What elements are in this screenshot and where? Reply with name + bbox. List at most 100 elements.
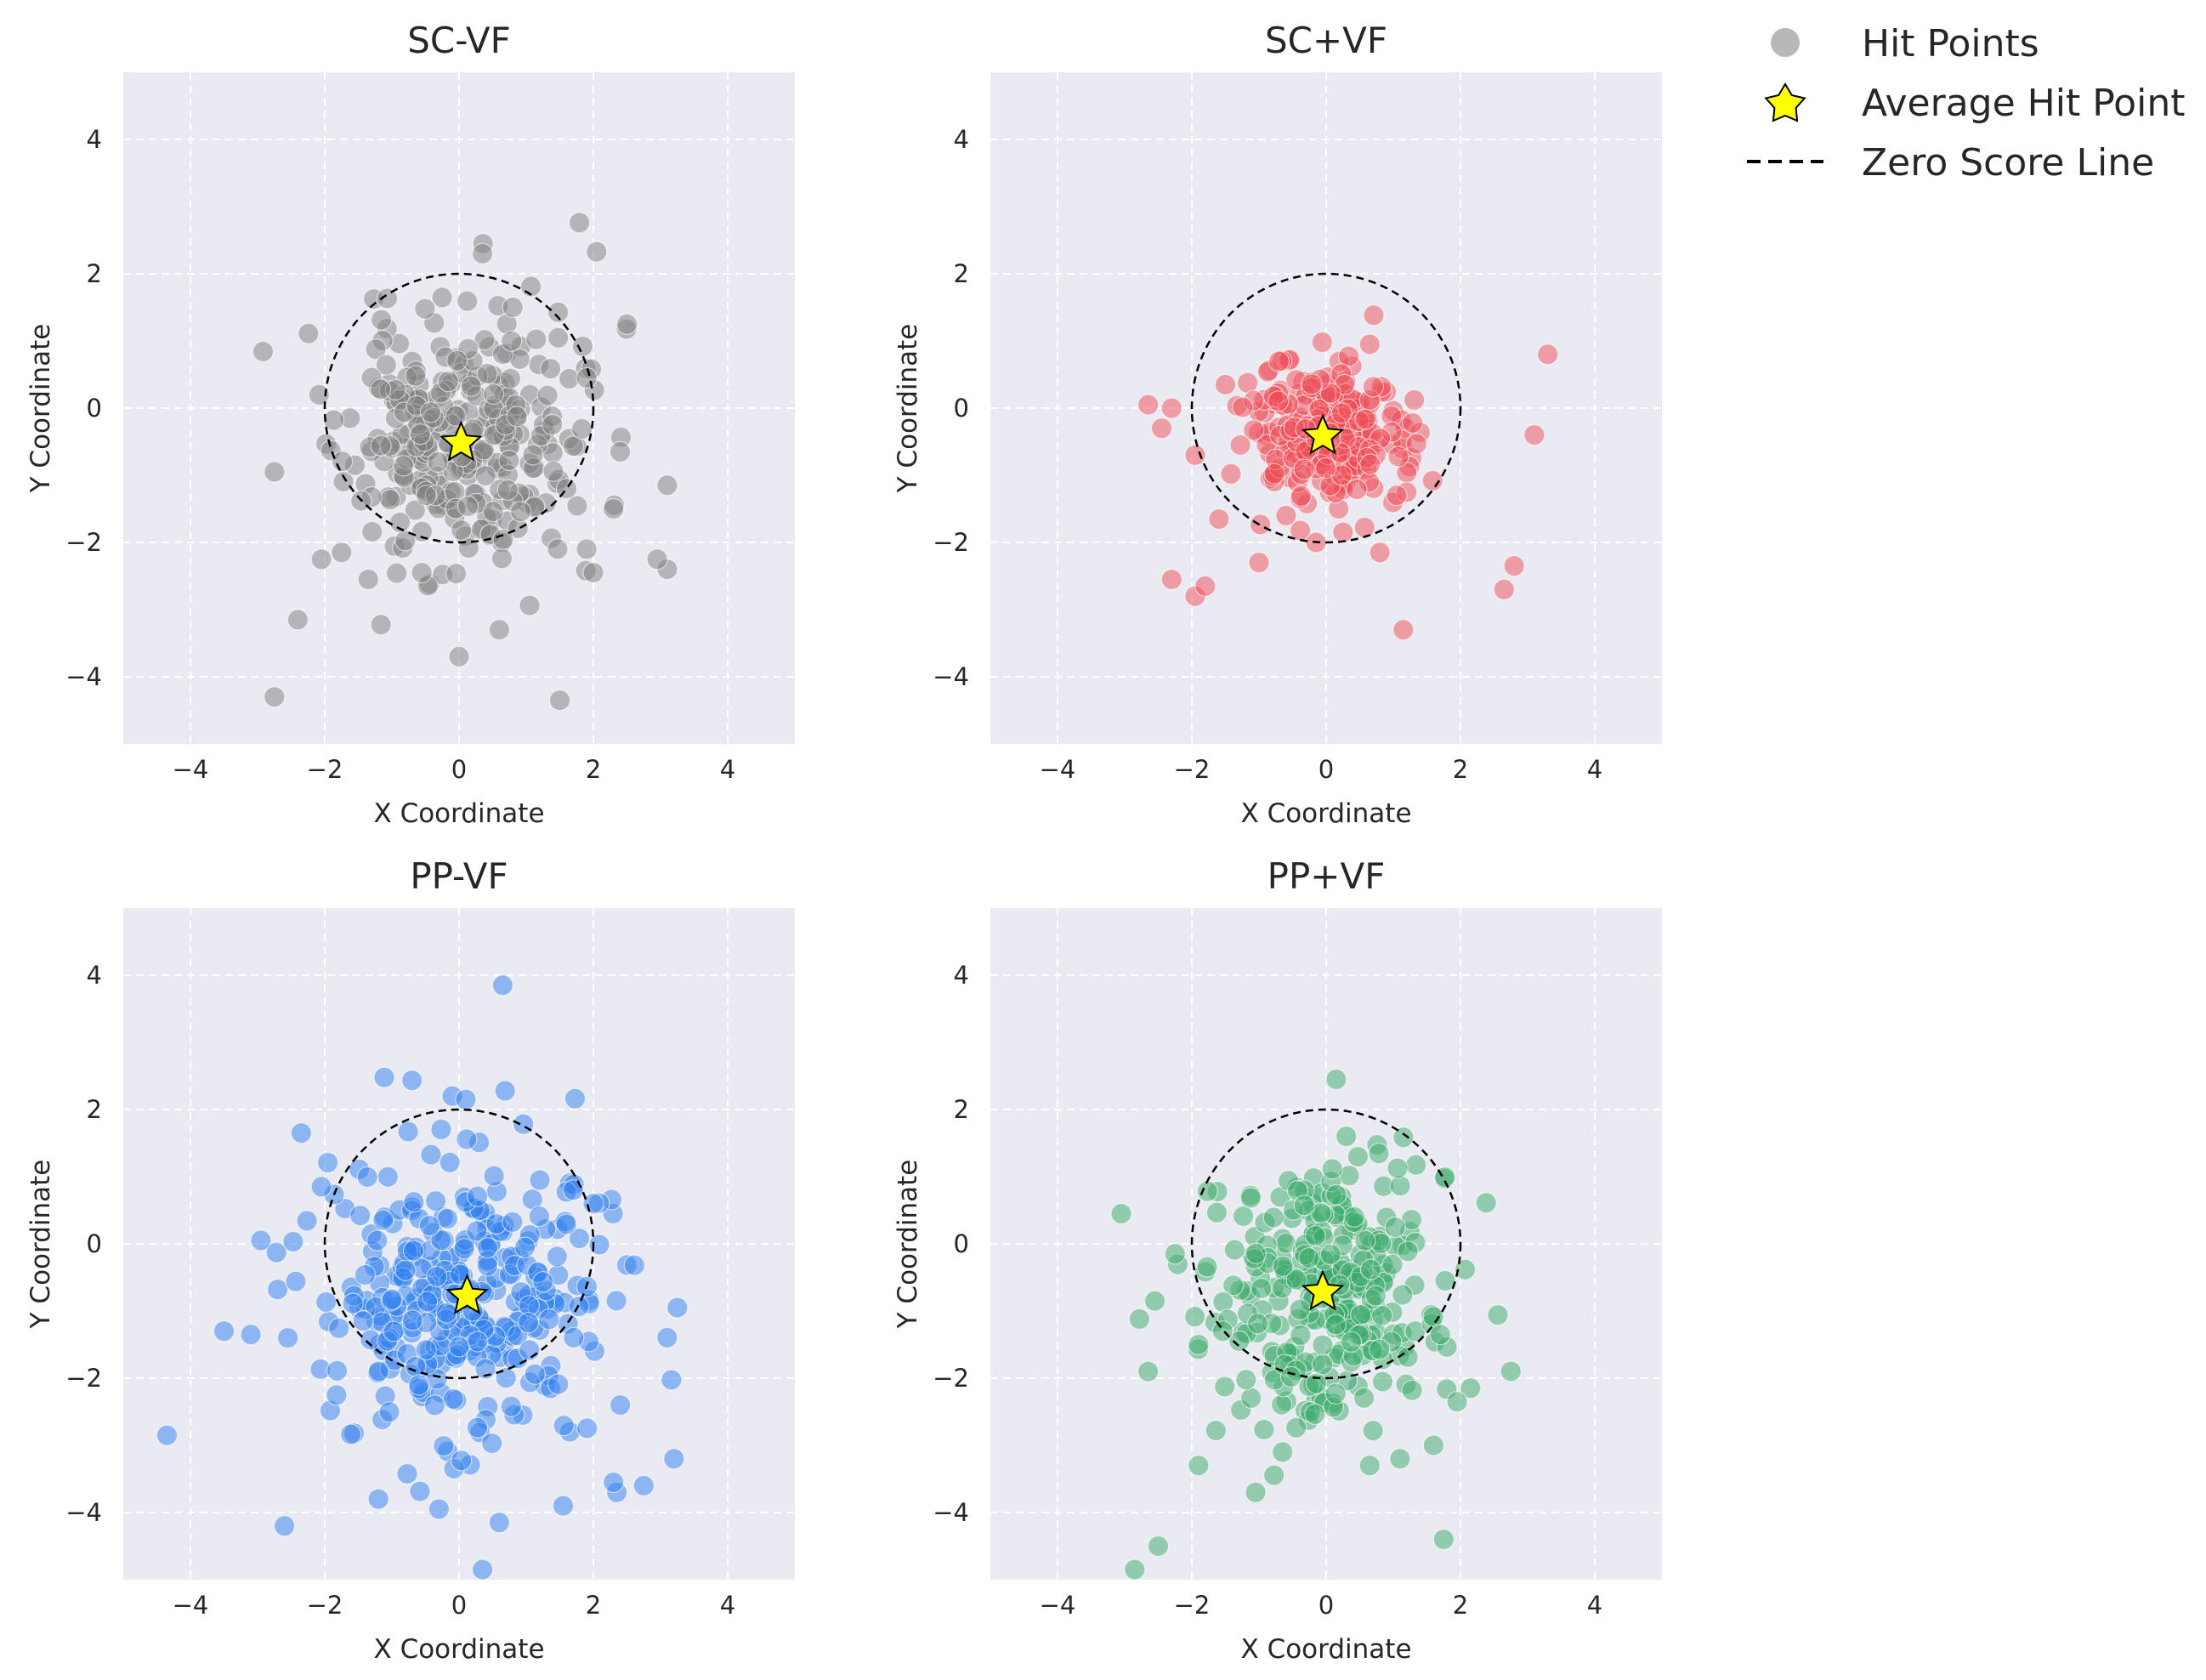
hit-point [529, 1169, 551, 1191]
hit-point [472, 1558, 494, 1580]
hit-point [1523, 424, 1545, 446]
hit-point [308, 383, 330, 406]
hit-point [1429, 1324, 1451, 1346]
hit-point [396, 1462, 418, 1485]
y-tick-label: −2 [65, 1364, 102, 1393]
hit-point [383, 1320, 405, 1342]
hit-point [481, 1432, 503, 1455]
hit-point [568, 1227, 591, 1250]
hit-point [502, 296, 524, 319]
hit-point [603, 497, 625, 520]
hit-point [274, 1515, 296, 1537]
hit-point [1392, 1127, 1415, 1149]
hit-point [1321, 1158, 1343, 1180]
hit-point [436, 1207, 459, 1230]
hit-point [552, 1495, 575, 1517]
hit-point [1290, 1324, 1312, 1347]
hit-point [1214, 1376, 1236, 1398]
hit-point [371, 309, 393, 331]
hit-point [1124, 1558, 1146, 1580]
hit-point [548, 689, 571, 712]
hit-point [405, 365, 427, 387]
hit-point [315, 1291, 337, 1314]
hit-point [1422, 1434, 1445, 1456]
legend-label-hit-points: Hit Points [1862, 22, 2039, 65]
x-tick-label: 0 [451, 1591, 467, 1620]
legend-label-zero-score-line: Zero Score Line [1862, 141, 2154, 184]
hit-point [506, 406, 528, 428]
hit-point [1324, 1382, 1347, 1405]
hit-point [576, 366, 598, 389]
hit-point [1184, 444, 1206, 466]
x-tick-labels: −4 −2 0 2 4 [1040, 755, 1603, 784]
hit-point [666, 1297, 689, 1319]
y-axis-label: Y Coordinate [26, 324, 56, 494]
hit-point [466, 1220, 488, 1242]
hit-point [409, 1480, 431, 1502]
hit-point [264, 461, 286, 483]
hit-point [1272, 1441, 1294, 1463]
hit-point [1446, 1391, 1468, 1413]
hit-point [1147, 1535, 1170, 1558]
hit-point [474, 464, 496, 487]
hit-point [564, 1087, 587, 1110]
hit-point [562, 1179, 584, 1201]
hit-point [471, 242, 494, 264]
y-tick-label: −2 [933, 528, 969, 557]
hit-point [397, 1121, 419, 1143]
subplot-title: PP+VF [1267, 855, 1386, 897]
hit-point [379, 489, 401, 511]
hit-point [524, 1363, 546, 1385]
hit-point [1392, 619, 1415, 641]
hit-point [1493, 578, 1515, 600]
x-tick-label: −4 [173, 1591, 209, 1620]
hit-point [1223, 1239, 1245, 1261]
hit-point [1325, 1183, 1347, 1206]
hit-point [1298, 1246, 1320, 1269]
y-tick-label: 0 [87, 394, 102, 423]
subplot-title: PP-VF [410, 855, 508, 897]
subplot-title: SC+VF [1265, 20, 1387, 61]
hit-point [451, 1450, 473, 1472]
hit-point [340, 1423, 362, 1445]
hit-point [285, 1270, 307, 1292]
average-hit-point-star [445, 1274, 489, 1315]
x-tick-label: −2 [1174, 755, 1211, 784]
hit-point [1272, 1255, 1294, 1278]
x-tick-label: −2 [1174, 1591, 1211, 1620]
y-tick-label: 0 [954, 394, 969, 423]
hit-point [502, 1211, 524, 1233]
hit-point [419, 401, 442, 423]
hit-point [1110, 1202, 1132, 1225]
hit-point [414, 298, 436, 320]
x-tick-label: −2 [307, 755, 343, 784]
hit-point [367, 1360, 390, 1382]
hit-point [252, 340, 275, 362]
y-axis-label: Y Coordinate [26, 1160, 56, 1330]
hit-point [566, 495, 588, 517]
hit-point [603, 1471, 625, 1494]
y-tick-label: 4 [954, 961, 969, 990]
hit-point [267, 1279, 289, 1301]
hit-point [500, 1395, 522, 1417]
hit-point [1239, 1187, 1262, 1209]
hit-point [1358, 1455, 1381, 1477]
hit-point [476, 1255, 499, 1277]
x-axis-label: X Coordinate [1240, 798, 1411, 829]
y-tick-label: −2 [65, 528, 102, 557]
hit-point [442, 1388, 465, 1410]
hit-point [1389, 1448, 1411, 1470]
hit-point [1293, 458, 1315, 480]
hit-point [656, 1326, 678, 1348]
hit-point [498, 449, 520, 472]
y-tick-label: −4 [933, 662, 969, 691]
hit-point [373, 1066, 395, 1088]
x-tick-label: −4 [1040, 755, 1076, 784]
hit-point [1208, 508, 1230, 531]
x-tick-label: 0 [1318, 1591, 1334, 1620]
hit-point [1487, 1303, 1509, 1326]
hit-point [386, 562, 408, 584]
hit-point [528, 1205, 550, 1228]
hit-point [415, 1338, 437, 1361]
hit-points [252, 212, 678, 712]
